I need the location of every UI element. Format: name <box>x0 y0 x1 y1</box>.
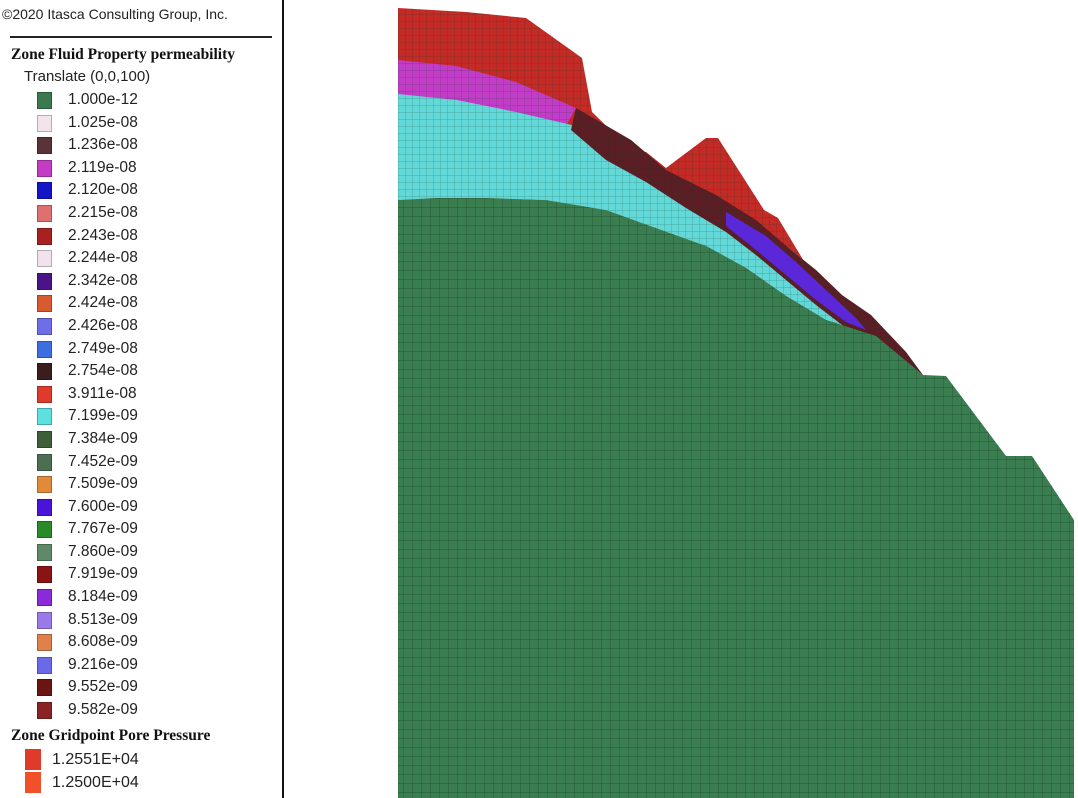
permeability-legend-label: 3.911e-08 <box>68 384 137 402</box>
permeability-legend-label: 2.243e-08 <box>68 226 138 244</box>
permeability-legend-swatch <box>37 702 52 720</box>
permeability-legend-label: 9.216e-09 <box>68 655 138 673</box>
permeability-legend-label: 2.119e-08 <box>68 158 137 176</box>
permeability-legend-swatch <box>37 137 52 155</box>
permeability-legend-label: 2.749e-08 <box>68 339 138 357</box>
model-viewport[interactable] <box>286 0 1078 798</box>
permeability-legend-title: Zone Fluid Property permeability <box>11 46 236 63</box>
permeability-legend-label: 9.552e-09 <box>68 678 138 696</box>
permeability-legend-swatch <box>37 204 52 222</box>
pore-pressure-legend-label: 1.2551E+04 <box>52 751 139 768</box>
permeability-legend-label: 7.509e-09 <box>68 475 138 493</box>
permeability-legend-swatch <box>37 521 52 539</box>
permeability-legend-label: 9.582e-09 <box>68 701 138 719</box>
permeability-legend-label: 1.236e-08 <box>68 136 138 154</box>
permeability-legend-swatch <box>37 182 52 200</box>
permeability-legend-label: 1.025e-08 <box>68 113 138 131</box>
permeability-legend-label: 7.452e-09 <box>68 452 138 470</box>
legend-divider <box>10 36 272 38</box>
permeability-legend-label: 7.919e-09 <box>68 565 138 583</box>
permeability-legend-swatch <box>37 317 52 335</box>
cyan-zone-mesh <box>398 94 876 336</box>
permeability-legend-swatch <box>37 385 52 403</box>
permeability-legend-label: 2.426e-08 <box>68 316 138 334</box>
permeability-legend-label: 8.184e-09 <box>68 588 138 606</box>
permeability-legend-swatch <box>37 453 52 471</box>
permeability-legend-label: 7.860e-09 <box>68 542 138 560</box>
blue-strip-zone <box>726 212 866 330</box>
permeability-legend-label: 2.215e-08 <box>68 203 138 221</box>
permeability-legend-swatch <box>37 363 52 381</box>
permeability-legend-label: 2.754e-08 <box>68 362 138 380</box>
slope-model-plot[interactable] <box>286 0 1078 798</box>
permeability-legend-swatch <box>37 498 52 516</box>
permeability-legend-swatch <box>37 634 52 652</box>
permeability-legend-label: 8.513e-09 <box>68 610 138 628</box>
permeability-legend-swatch <box>37 159 52 177</box>
permeability-legend-label: 2.342e-08 <box>68 271 138 289</box>
pore-pressure-legend-swatch <box>25 749 41 770</box>
permeability-legend-swatch <box>37 679 52 697</box>
legend-panel: ©2020 Itasca Consulting Group, Inc. Zone… <box>0 0 284 798</box>
permeability-legend-swatch <box>37 340 52 358</box>
translate-label: Translate (0,0,100) <box>24 68 151 85</box>
magenta-zone-mesh <box>398 60 576 126</box>
pore-pressure-legend-label: 1.2500E+04 <box>52 774 139 791</box>
permeability-legend-swatch <box>37 543 52 561</box>
permeability-legend-label: 2.120e-08 <box>68 181 138 199</box>
bedrock-zone-mesh <box>398 198 1074 798</box>
permeability-legend-swatch <box>37 408 52 426</box>
permeability-legend-label: 2.424e-08 <box>68 294 138 312</box>
permeability-legend-label: 7.199e-09 <box>68 407 138 425</box>
permeability-legend-label: 7.600e-09 <box>68 497 138 515</box>
copyright-text: ©2020 Itasca Consulting Group, Inc. <box>2 6 228 22</box>
permeability-legend-swatch <box>37 114 52 132</box>
permeability-legend-swatch <box>37 656 52 674</box>
permeability-legend-label: 7.384e-09 <box>68 429 138 447</box>
permeability-legend-swatch <box>37 566 52 584</box>
permeability-legend-swatch <box>37 589 52 607</box>
permeability-legend-label: 1.000e-12 <box>68 91 138 108</box>
permeability-legend-swatch <box>37 611 52 629</box>
permeability-legend-label: 2.244e-08 <box>68 249 138 267</box>
permeability-legend-swatch <box>37 295 52 313</box>
permeability-legend-swatch <box>37 250 52 268</box>
permeability-legend-swatch <box>37 227 52 245</box>
permeability-legend-swatch <box>37 430 52 448</box>
permeability-legend-swatch <box>37 476 52 494</box>
pore-pressure-legend-swatch <box>25 772 41 793</box>
permeability-legend-label: 7.767e-09 <box>68 520 138 538</box>
permeability-legend-swatch <box>37 92 52 109</box>
permeability-legend-label: 8.608e-09 <box>68 633 138 651</box>
permeability-legend-swatch <box>37 272 52 290</box>
pore-pressure-legend-title: Zone Gridpoint Pore Pressure <box>11 727 211 744</box>
